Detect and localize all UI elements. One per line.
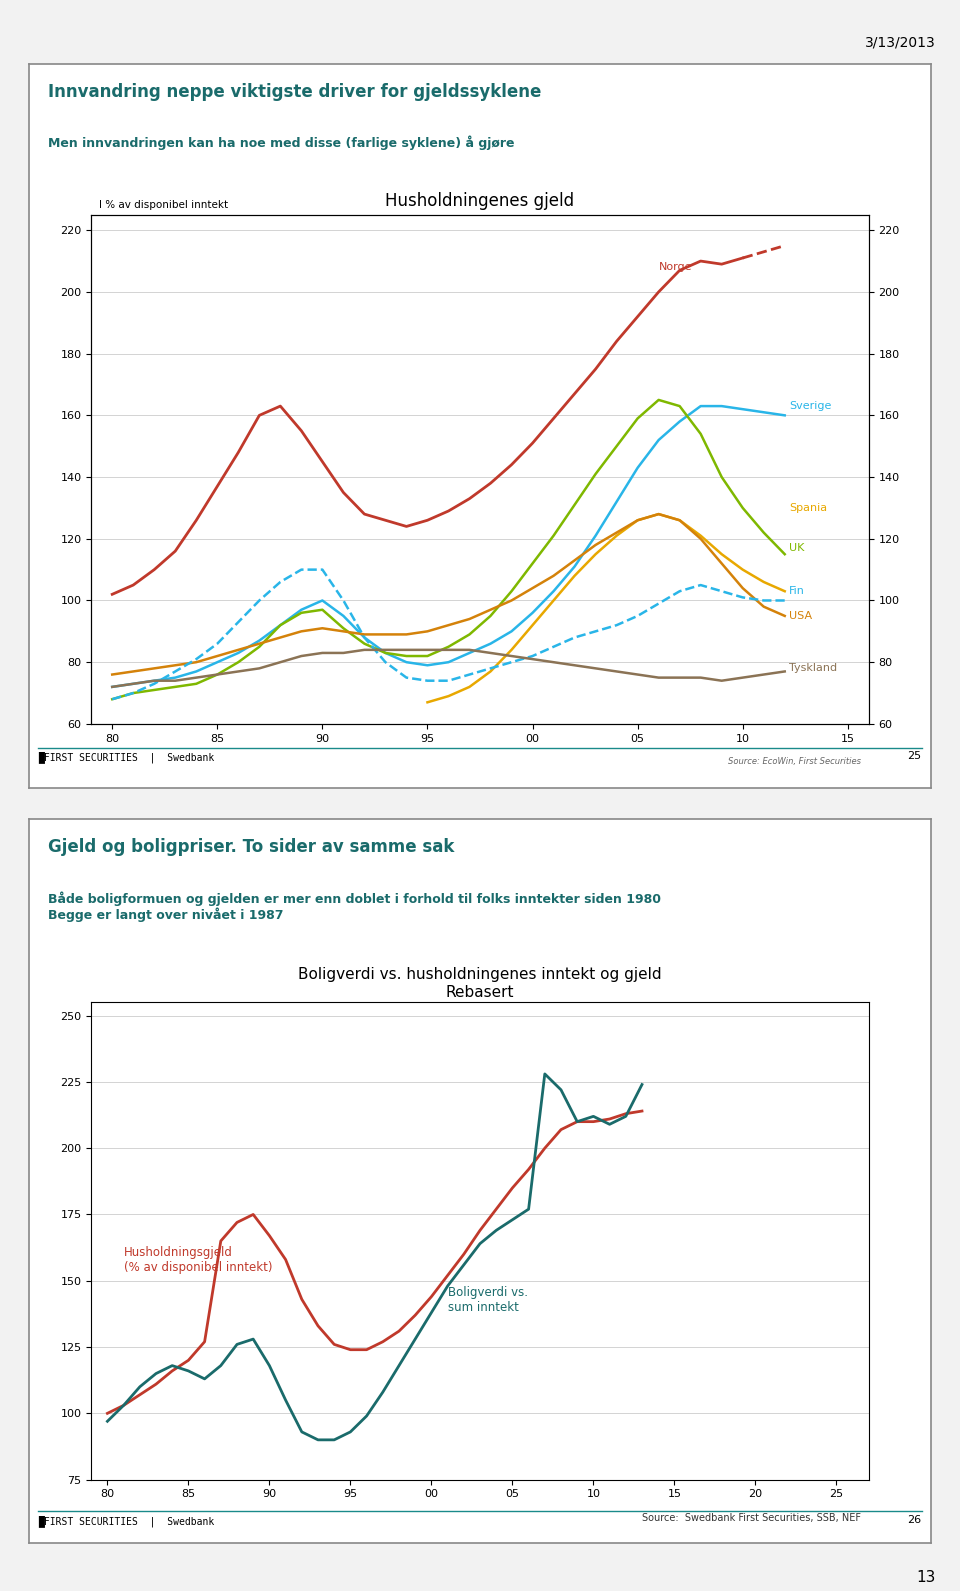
Text: Fin: Fin xyxy=(789,585,804,597)
Text: █FIRST SECURITIES  |  Swedbank: █FIRST SECURITIES | Swedbank xyxy=(38,1515,215,1526)
Text: 3/13/2013: 3/13/2013 xyxy=(865,35,936,49)
Text: Spania: Spania xyxy=(789,503,828,512)
Text: Men innvandringen kan ha noe med disse (farlige syklene) å gjøre: Men innvandringen kan ha noe med disse (… xyxy=(48,135,515,150)
Text: █FIRST SECURITIES  |  Swedbank: █FIRST SECURITIES | Swedbank xyxy=(38,751,215,762)
Text: Tyskland: Tyskland xyxy=(789,663,837,673)
Text: 26: 26 xyxy=(907,1515,922,1524)
Text: USA: USA xyxy=(789,611,812,620)
Text: Norge: Norge xyxy=(659,263,692,272)
Text: Sverige: Sverige xyxy=(789,401,831,410)
Text: 25: 25 xyxy=(907,751,922,760)
Text: Innvandring neppe viktigste driver for gjeldssyklene: Innvandring neppe viktigste driver for g… xyxy=(48,83,541,100)
Text: I % av disponibel inntekt: I % av disponibel inntekt xyxy=(99,200,228,210)
Text: Gjeld og boligpriser. To sider av samme sak: Gjeld og boligpriser. To sider av samme … xyxy=(48,838,454,856)
Text: Både boligformuen og gjelden er mer enn doblet i forhold til folks inntekter sid: Både boligformuen og gjelden er mer enn … xyxy=(48,891,661,923)
Title: Boligverdi vs. husholdningenes inntekt og gjeld
Rebasert: Boligverdi vs. husholdningenes inntekt o… xyxy=(299,967,661,999)
Text: Source: EcoWin, First Securities: Source: EcoWin, First Securities xyxy=(728,757,861,765)
Text: Boligverdi vs.
sum inntekt: Boligverdi vs. sum inntekt xyxy=(447,1286,528,1314)
Text: UK: UK xyxy=(789,543,804,554)
Text: 13: 13 xyxy=(917,1570,936,1585)
Text: Source:  Swedbank First Securities, SSB, NEF: Source: Swedbank First Securities, SSB, … xyxy=(642,1513,861,1523)
Text: Husholdningsgjeld
(% av disponibel inntekt): Husholdningsgjeld (% av disponibel innte… xyxy=(124,1246,272,1274)
Title: Husholdningenes gjeld: Husholdningenes gjeld xyxy=(385,193,575,210)
